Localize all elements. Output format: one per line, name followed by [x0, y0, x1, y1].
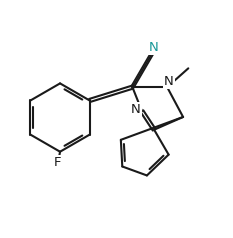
Text: N: N [164, 75, 174, 89]
Text: N: N [148, 41, 158, 54]
Text: F: F [54, 156, 62, 169]
Text: N: N [131, 103, 140, 116]
